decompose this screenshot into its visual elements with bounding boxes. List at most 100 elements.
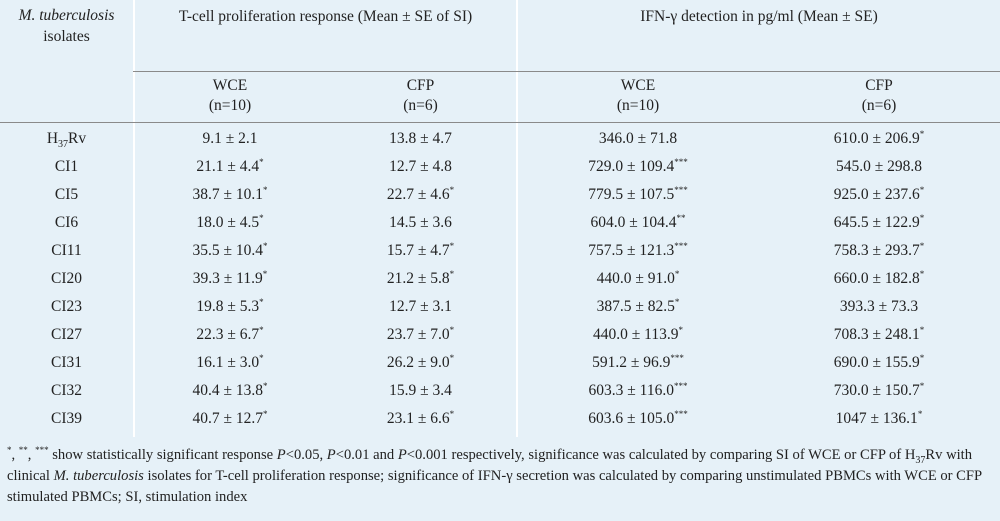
subcol-header: WCE (n=10) (208, 77, 252, 114)
table-row: H37Rv 9.1 ± 2.1 13.8 ± 4.7 346.0 ± 71.8 610.… (0, 124, 1000, 152)
value-cell: 15.9 ± 3.4 (389, 382, 452, 399)
table-footnote: *, **, *** show statistically significan… (0, 437, 1000, 521)
significance-mark: * (259, 324, 264, 335)
value-cell: 393.3 ± 73.3 (839, 298, 919, 315)
isolate-cell: CI31 (51, 354, 82, 371)
table-row: CI1 21.1 ± 4.4* 12.7 ± 4.8 729.0 ± 109.4***… (0, 152, 1000, 180)
value-cell: 645.5 ± 122.9* (833, 212, 925, 231)
footnote-text: *, **, *** show statistically significan… (7, 445, 982, 505)
column-divider (133, 0, 135, 437)
value-cell: 610.0 ± 206.9* (833, 128, 925, 147)
significance-mark: ** (676, 212, 686, 223)
table-row: CI27 22.3 ± 6.7* 23.7 ± 7.0* 440.0 ± 113.9*… (0, 320, 1000, 348)
subcol-header: WCE (n=10) (616, 77, 660, 114)
significance-mark: *** (674, 184, 688, 195)
significance-mark: *** (670, 352, 684, 363)
significance-mark: * (449, 240, 455, 251)
isolate-cell: CI11 (51, 242, 82, 259)
value-cell: 603.6 ± 105.0*** (588, 408, 688, 427)
value-cell: 23.7 ± 7.0* (386, 324, 455, 343)
value-cell: 39.3 ± 11.9* (192, 268, 268, 287)
value-cell: 16.1 ± 3.0* (196, 352, 264, 371)
table-row: CI11 35.5 ± 10.4* 15.7 ± 4.7* 757.5 ± 121.3… (0, 236, 1000, 264)
significance-mark: *** (674, 240, 688, 251)
value-cell: 1047 ± 136.1* (835, 408, 923, 427)
significance-mark: *** (674, 156, 688, 167)
isolates-header-species: M. tuberculosis (18, 7, 115, 24)
significance-mark: * (919, 380, 925, 391)
significance-mark: * (263, 380, 268, 391)
isolate-cell: H37Rv (46, 130, 87, 151)
ifn-group-header: IFN-γ detection in pg/ml (Mean ± SE) (640, 8, 878, 25)
value-cell: 13.8 ± 4.7 (389, 130, 452, 147)
significance-mark: * (259, 212, 264, 223)
table-row: CI32 40.4 ± 13.8* 15.9 ± 3.4 603.3 ± 116.0*… (0, 376, 1000, 404)
significance-mark: * (263, 240, 268, 251)
isolate-cell: CI27 (51, 326, 82, 343)
value-cell: 925.0 ± 237.6* (833, 184, 925, 203)
significance-mark: * (917, 408, 923, 419)
significance-mark: *** (674, 408, 688, 419)
value-cell: 729.0 ± 109.4*** (588, 156, 688, 175)
gamma-symbol: γ (670, 8, 678, 25)
significance-mark: * (919, 128, 925, 139)
significance-mark: * (259, 296, 264, 307)
subcol-header: CFP (n=6) (861, 77, 897, 114)
table-row: CI31 16.1 ± 3.0* 26.2 ± 9.0* 591.2 ± 96.9**… (0, 348, 1000, 376)
value-cell: 38.7 ± 10.1* (192, 184, 268, 203)
significance-mark: * (259, 156, 264, 167)
table-row: CI23 19.8 ± 5.3* 12.7 ± 3.1 387.5 ± 82.5* 39… (0, 292, 1000, 320)
value-cell: 758.3 ± 293.7* (833, 240, 925, 259)
significance-mark: * (449, 268, 455, 279)
value-cell: 545.0 ± 298.8 (835, 158, 922, 175)
header-row-subcols: WCE (n=10) CFP (n=6) WCE (n=10) CFP (n=6) (0, 72, 1000, 122)
value-cell: 35.5 ± 10.4* (192, 240, 268, 259)
significance-mark: * (449, 352, 455, 363)
significance-mark: *** (673, 380, 688, 391)
significance-mark: * (674, 268, 680, 279)
table-row: CI5 38.7 ± 10.1* 22.7 ± 4.6* 779.5 ± 107.5*… (0, 180, 1000, 208)
table-row: CI6 18.0 ± 4.5* 14.5 ± 3.6 604.0 ± 104.4** 6… (0, 208, 1000, 236)
value-cell: 12.7 ± 4.8 (389, 158, 452, 175)
significance-mark: * (674, 296, 680, 307)
value-cell: 591.2 ± 96.9*** (592, 352, 684, 371)
isolate-cell: CI32 (51, 382, 82, 399)
header-row-groups: M. tuberculosis isolates T-cell prolifer… (0, 0, 1000, 72)
significance-mark: * (449, 184, 455, 195)
value-cell: 15.7 ± 4.7* (386, 240, 455, 259)
isolate-cell: CI1 (54, 158, 79, 175)
value-cell: 690.0 ± 155.9* (833, 352, 925, 371)
value-cell: 22.3 ± 6.7* (196, 324, 264, 343)
value-cell: 660.0 ± 182.8* (833, 268, 925, 287)
significance-mark: * (919, 268, 925, 279)
significance-mark: * (449, 324, 455, 335)
header-rule-1 (133, 71, 1000, 72)
significance-mark: * (449, 408, 455, 419)
isolates-header: M. tuberculosis isolates (0, 5, 133, 47)
value-cell: 18.0 ± 4.5* (196, 212, 264, 231)
significance-mark: * (919, 184, 925, 195)
value-cell: 22.7 ± 4.6* (386, 184, 455, 203)
isolate-cell: CI23 (51, 298, 82, 315)
significance-mark: * (262, 268, 268, 279)
isolates-header-rest: isolates (43, 28, 90, 45)
tcell-group-header: T-cell proliferation response (Mean ± SE… (178, 8, 473, 25)
value-cell: 9.1 ± 2.1 (202, 130, 258, 147)
value-cell: 21.2 ± 5.8* (386, 268, 455, 287)
value-cell: 603.3 ± 116.0*** (588, 380, 688, 399)
significance-mark: * (919, 324, 925, 335)
value-cell: 440.0 ± 91.0* (596, 268, 680, 287)
table-row: CI39 40.7 ± 12.7* 23.1 ± 6.6* 603.6 ± 105.0… (0, 404, 1000, 432)
group-divider (516, 0, 518, 437)
header-rule-2 (0, 122, 1000, 123)
value-cell: 23.1 ± 6.6* (386, 408, 455, 427)
isolate-cell: CI6 (54, 214, 79, 231)
significance-mark: * (919, 240, 925, 251)
value-cell: 440.0 ± 113.9* (593, 324, 683, 343)
value-cell: 604.0 ± 104.4** (590, 212, 686, 231)
value-cell: 708.3 ± 248.1* (833, 324, 925, 343)
significance-mark: * (919, 352, 925, 363)
value-cell: 40.4 ± 13.8* (192, 380, 268, 399)
table-row: CI20 39.3 ± 11.9* 21.2 ± 5.8* 440.0 ± 91.0*… (0, 264, 1000, 292)
